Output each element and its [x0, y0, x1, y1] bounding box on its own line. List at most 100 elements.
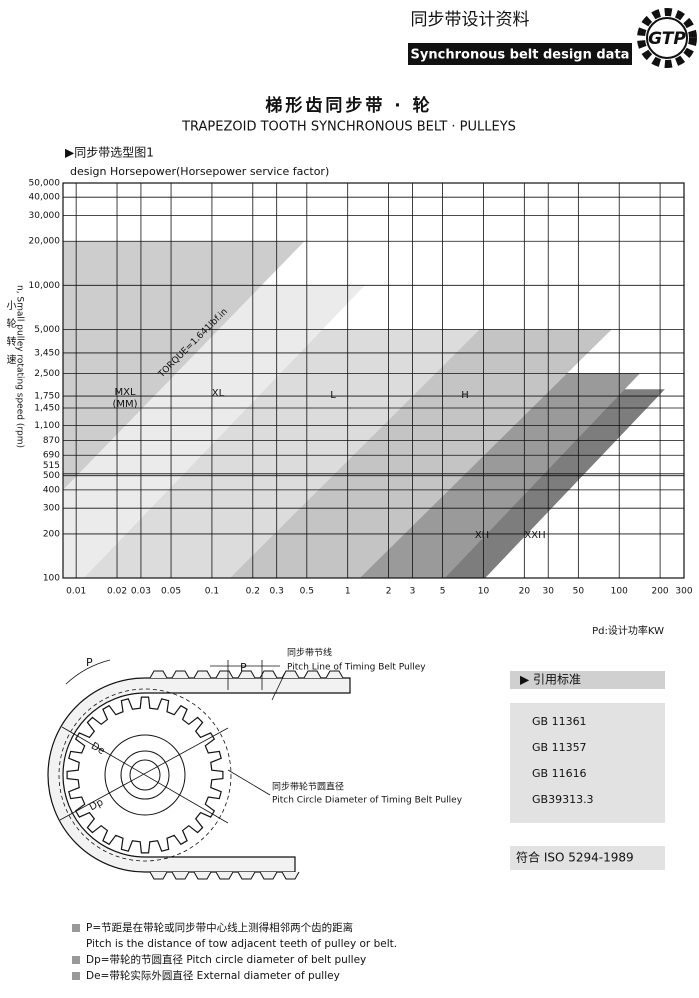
- standards-heading: ▶ 引用标准: [520, 673, 581, 687]
- belt-tooth: [259, 670, 278, 679]
- standard-item: GB39313.3: [532, 793, 594, 806]
- belt-tooth: [237, 670, 256, 679]
- x-tick-label: 0.3: [270, 587, 284, 597]
- y-tick-label: 40,000: [29, 193, 61, 203]
- chart-subtitle: design Horsepower(Horsepower service fac…: [70, 165, 329, 178]
- leader: [227, 769, 271, 796]
- hub-inner: [120, 750, 170, 800]
- x-tick-label: 0.1: [205, 587, 219, 597]
- y-tick-label: 20,000: [29, 237, 61, 247]
- y-tick-label: 100: [43, 574, 60, 584]
- x-tick-label: 300: [675, 587, 692, 597]
- dp-line: [59, 727, 229, 821]
- standard-item: GB 11361: [532, 715, 587, 728]
- x-tick-label: 30: [543, 587, 555, 597]
- x-tick-label: 0.2: [246, 587, 260, 597]
- region-label: XH: [475, 530, 489, 541]
- x-tick-label: 2: [386, 587, 392, 597]
- y-tick-label: 200: [43, 529, 60, 539]
- region-label: L: [330, 390, 336, 401]
- note: P=节距是在带轮或同步带中心线上测得相邻两个齿的距离: [86, 921, 353, 934]
- y-tick-label: 1,450: [34, 404, 60, 414]
- header-title: 同步带设计资料: [411, 10, 530, 30]
- note-bullet: [72, 972, 80, 980]
- y-axis-label-cn: 小轮转速: [4, 300, 16, 372]
- standards-heading-bar: [510, 671, 665, 689]
- y-tick-label: 300: [43, 504, 60, 514]
- belt-tooth: [149, 871, 168, 880]
- pitch-label: P: [240, 661, 247, 674]
- note: De=带轮实际外圆直径 External diameter of pulley: [86, 969, 340, 982]
- belt-tooth: [303, 670, 322, 679]
- belt-tooth: [259, 871, 278, 880]
- y-tick-label: 870: [43, 436, 60, 446]
- y-tick-label: 10,000: [29, 281, 61, 291]
- region-label: XXH: [524, 530, 545, 541]
- y-tick-label: 515: [43, 461, 60, 471]
- y-tick-label: 5,000: [34, 325, 60, 335]
- y-tick-label: 50,000: [29, 179, 61, 189]
- belt-tooth: [193, 871, 212, 880]
- region-label: MXL (MM): [112, 387, 137, 410]
- pitch-label: P: [86, 656, 93, 669]
- logo: GTP: [637, 8, 697, 68]
- x-tick-label: 0.05: [161, 587, 181, 597]
- y-tick-label: 2,500: [34, 369, 60, 379]
- leader: [271, 672, 286, 701]
- header-subtitle: Synchronous belt design data: [411, 48, 630, 63]
- chart-title: ▶同步带选型图1: [65, 146, 154, 160]
- region: [63, 241, 305, 490]
- callout-en: Pitch Line of Timing Belt Pulley: [287, 663, 426, 673]
- x-tick-label: 0.03: [131, 587, 151, 597]
- hub: [104, 734, 186, 816]
- belt-tooth: [171, 670, 190, 679]
- x-tick-label: 0.01: [66, 587, 86, 597]
- page-subtitle: TRAPEZOID TOOTH SYNCHRONOUS BELT · PULLE…: [181, 120, 516, 135]
- belt-tooth: [325, 670, 344, 679]
- y-tick-label: 400: [43, 485, 60, 495]
- region-label: XL: [212, 388, 225, 399]
- de-line: [61, 726, 229, 824]
- logo-text: GTP: [648, 29, 686, 49]
- callout-cn: 同步带节线: [287, 647, 332, 659]
- x-tick-label: 50: [573, 587, 585, 597]
- note-bullet: [72, 956, 80, 964]
- y-axis-label: n, Small pulley rotating speed (rpm): [15, 285, 25, 448]
- belt-tooth: [281, 871, 300, 880]
- region-label: H: [461, 390, 469, 401]
- callout-en: Pitch Circle Diameter of Timing Belt Pul…: [272, 796, 463, 806]
- x-tick-label: 200: [651, 587, 668, 597]
- belt-diagram: [47, 659, 351, 880]
- x-tick-label: 1: [345, 587, 351, 597]
- standards-box: [510, 703, 665, 823]
- x-tick-label: 3: [410, 587, 416, 597]
- y-tick-label: 500: [43, 471, 60, 481]
- conformity-box: [510, 846, 665, 870]
- header-bar: [408, 43, 632, 65]
- y-tick-label: 3,450: [34, 348, 60, 358]
- x-tick-label: 0.5: [300, 587, 314, 597]
- x-tick-label: 20: [519, 587, 531, 597]
- page-title: 梯形齿同步带 · 轮: [265, 95, 432, 116]
- note-bullet: [72, 924, 80, 932]
- y-tick-label: 30,000: [29, 211, 61, 221]
- belt-tooth: [215, 670, 234, 679]
- x-axis-label: Pd:设计功率KW: [592, 624, 664, 637]
- y-tick-label: 1,100: [34, 421, 60, 431]
- y-tick-label: 690: [43, 451, 60, 461]
- note: Pitch is the distance of tow adjacent te…: [86, 938, 397, 950]
- belt-tooth: [215, 871, 234, 880]
- x-tick-label: 5: [440, 587, 446, 597]
- plot: 0.01 0.02 0.03 0.05 0.1 0.2 0.3 0.5 1 2 3 5 10 20 30 50…: [29, 179, 693, 597]
- conformity: 符合 ISO 5294-1989: [516, 850, 634, 865]
- x-tick-label: 10: [478, 587, 490, 597]
- belt-tooth: [171, 871, 190, 880]
- belt-tooth: [193, 670, 212, 679]
- belt-tooth: [149, 670, 168, 679]
- y-tick-label: 1,750: [34, 392, 60, 402]
- standard-item: GB 11616: [532, 767, 587, 780]
- x-tick-label: 100: [611, 587, 628, 597]
- pitch-arc: [65, 659, 111, 685]
- standard-item: GB 11357: [532, 741, 587, 754]
